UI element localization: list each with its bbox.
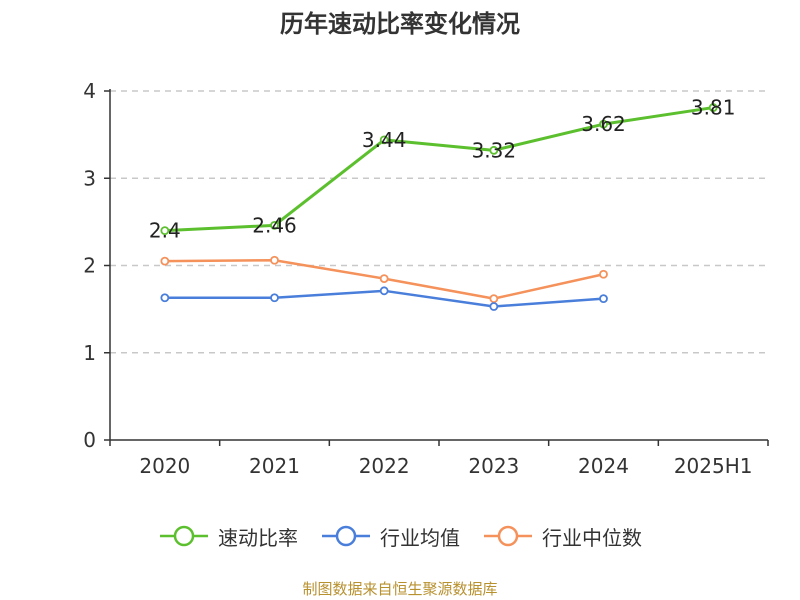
legend-item-quick-ratio[interactable]: 速动比率	[158, 522, 298, 551]
data-point	[270, 255, 279, 265]
data-label: 3.62	[581, 112, 626, 136]
x-tick-label: 2024	[578, 454, 629, 478]
legend-item-industry-mean[interactable]: 行业均值	[320, 522, 460, 551]
legend-label: 速动比率	[218, 525, 298, 550]
y-tick-label: 4	[83, 79, 96, 103]
x-tick-label: 2020	[139, 454, 190, 478]
data-label: 3.32	[472, 138, 517, 162]
x-tick-label: 2022	[359, 454, 410, 478]
legend-label: 行业中位数	[542, 525, 642, 550]
data-point	[599, 119, 608, 129]
legend-swatch-icon	[484, 525, 532, 547]
y-tick-label: 3	[83, 166, 96, 190]
data-point	[599, 294, 608, 304]
data-label: 3.81	[691, 96, 736, 120]
legend-swatch-icon	[160, 525, 208, 547]
axes: 0 1 2 3 4 2020 2021 2022 2023 2024 2025H1	[83, 79, 769, 478]
data-labels: 2.4 2.46 3.44 3.32 3.62 3.81	[149, 96, 736, 243]
data-point	[379, 286, 389, 296]
data-point	[599, 269, 608, 279]
data-label: 2.4	[149, 219, 181, 243]
legend: 速动比率 行业均值 行业中位数	[0, 518, 800, 554]
data-point	[270, 293, 279, 303]
legend-item-industry-median[interactable]: 行业中位数	[482, 522, 642, 551]
data-point	[708, 103, 718, 112]
data-point	[489, 302, 499, 311]
chart-title: 历年速动比率变化情况	[280, 10, 520, 38]
data-point	[160, 256, 170, 266]
data-label: 2.46	[252, 213, 297, 237]
grid-lines	[110, 90, 768, 354]
data-point	[379, 135, 389, 145]
y-tick-label: 1	[83, 341, 96, 365]
x-tick-label: 2025H1	[674, 454, 753, 478]
data-point	[160, 293, 170, 303]
data-point	[489, 145, 499, 155]
series-line	[164, 106, 714, 233]
y-tick-label: 0	[83, 428, 96, 452]
y-tick-label: 2	[83, 254, 96, 278]
data-point	[270, 220, 279, 230]
x-tick-label: 2021	[249, 454, 300, 478]
data-point	[379, 274, 389, 283]
x-tick-label: 2023	[468, 454, 519, 478]
data-point	[489, 294, 499, 304]
source-note: 制图数据来自恒生聚源数据库	[302, 580, 498, 598]
data-point	[160, 226, 170, 236]
data-label: 3.44	[362, 128, 407, 152]
series-lines	[160, 103, 718, 311]
legend-swatch-icon	[322, 525, 370, 547]
legend-label: 行业均值	[380, 525, 460, 550]
